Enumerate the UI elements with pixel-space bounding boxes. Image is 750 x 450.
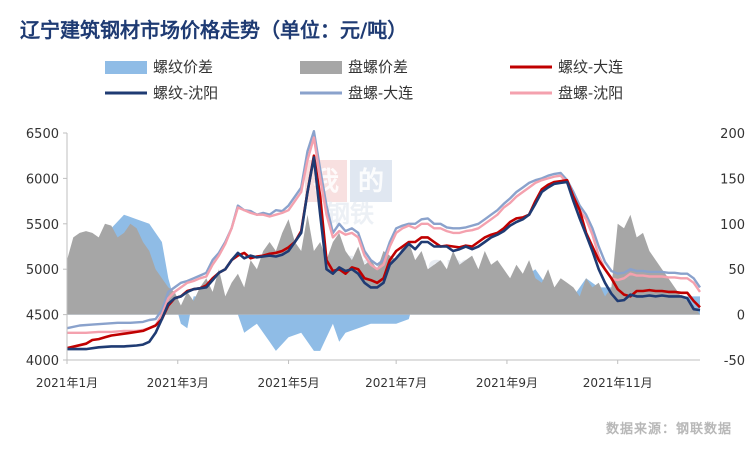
legend-label-2: 螺纹-大连: [558, 58, 623, 76]
left-tick-label-4: 6000: [26, 172, 59, 187]
right-tick-label-0: -50: [724, 354, 745, 369]
watermark-text-3: 钢铁: [326, 200, 374, 228]
left-tick-label-0: 4000: [26, 354, 59, 369]
line-series-3: [67, 156, 701, 351]
right-tick-label-3: 100: [720, 218, 745, 233]
line-series-group: [66, 130, 701, 351]
line-series-4: [66, 130, 701, 330]
x-tick-label-3: 2021年7月: [365, 376, 427, 390]
legend-label-0: 螺纹价差: [153, 58, 213, 76]
left-tick-label-2: 5000: [26, 263, 59, 278]
x-tick-label-0: 2021年1月: [36, 376, 98, 390]
right-tick-label-2: 50: [728, 263, 745, 278]
x-tick-label-2: 2021年5月: [257, 376, 319, 390]
left-tick-label-3: 5500: [26, 218, 59, 233]
watermark-box-right: [350, 160, 392, 202]
legend-swatch-0: [105, 61, 147, 74]
right-tick-label-4: 150: [720, 172, 745, 187]
legend-label-1: 盘螺价差: [348, 58, 408, 76]
legend-label-3: 螺纹-沈阳: [153, 84, 218, 102]
left-tick-label-1: 4500: [26, 309, 59, 324]
right-tick-label-1: 0: [737, 309, 745, 324]
line-series-5: [67, 136, 701, 334]
legend-swatch-1: [300, 61, 342, 74]
right-tick-label-5: 200: [720, 127, 745, 142]
legend-label-5: 盘螺-沈阳: [558, 84, 623, 102]
chart-title: 辽宁建筑钢材市场价格走势（单位：元/吨）: [20, 18, 408, 42]
source-note: 数据来源：钢联数据: [605, 422, 732, 437]
axes: 4000 4500 5000 5500 6000 6500 -50 0 50 100 150 200 2…: [26, 127, 745, 390]
watermark-text-2: 的: [358, 166, 384, 197]
x-tick-label-4: 2021年9月: [476, 376, 538, 390]
left-tick-label-5: 6500: [26, 127, 59, 142]
x-tick-label-1: 2021年3月: [147, 376, 209, 390]
x-tick-label-5: 2021年11月: [583, 376, 653, 390]
legend-label-4: 盘螺-大连: [348, 84, 413, 102]
